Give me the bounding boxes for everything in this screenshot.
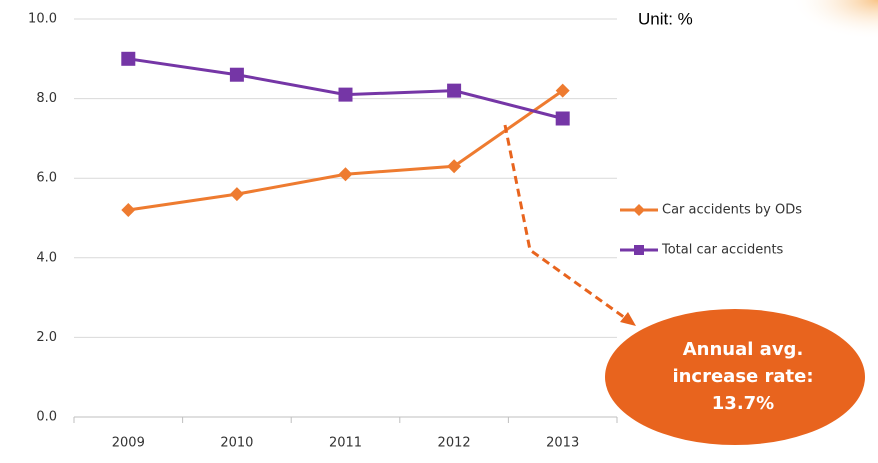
y-tick-label: 10.0 <box>28 12 57 27</box>
marker <box>121 51 136 66</box>
marker <box>338 167 353 182</box>
y-tick-label: 4.0 <box>36 250 57 265</box>
marker <box>447 159 462 174</box>
marker <box>229 187 244 202</box>
x-tick-label: 2011 <box>329 436 362 451</box>
x-tick-label: 2013 <box>546 436 579 451</box>
y-tick-label: 2.0 <box>36 330 57 345</box>
x-tick-label: 2012 <box>438 436 471 451</box>
marker <box>121 203 136 218</box>
callout-arrow <box>503 124 629 322</box>
legend-label: Car accidents by ODs <box>662 203 802 218</box>
callout-bubble <box>605 309 865 445</box>
annotation-text: 13.7% <box>712 393 774 414</box>
marker <box>633 204 645 216</box>
marker <box>555 83 570 98</box>
y-tick-label: 0.0 <box>36 410 57 425</box>
x-tick-label: 2009 <box>112 436 145 451</box>
callout-arrowhead <box>620 312 636 326</box>
annotation-text: increase rate: <box>672 366 813 387</box>
legend-label: Total car accidents <box>661 243 784 258</box>
decoration <box>790 0 878 40</box>
annotation-text: Annual avg. <box>683 339 804 360</box>
marker <box>338 87 353 102</box>
y-tick-label: 6.0 <box>36 171 57 186</box>
x-tick-label: 2010 <box>220 436 253 451</box>
marker <box>634 245 644 255</box>
unit-label: Unit: % <box>638 9 693 28</box>
marker <box>447 83 462 98</box>
marker <box>555 111 570 126</box>
y-tick-label: 8.0 <box>36 91 57 106</box>
series-line <box>128 89 564 212</box>
marker <box>229 67 244 82</box>
